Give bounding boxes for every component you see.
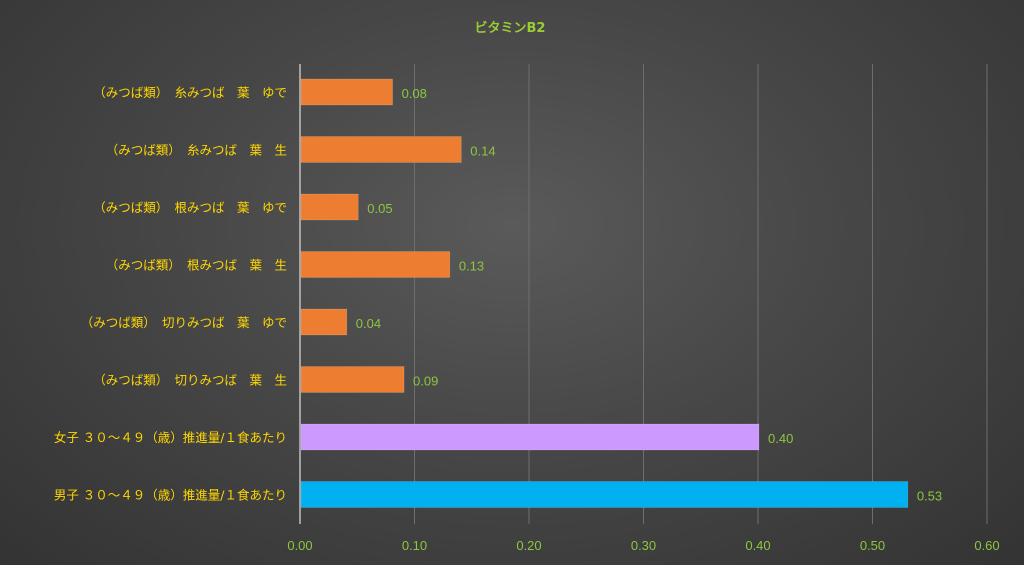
x-tick-label: 0.00 [287,538,312,553]
data-label: 0.13 [459,259,484,274]
bar [300,366,405,393]
data-label: 0.08 [402,86,427,101]
data-label: 0.05 [367,201,392,216]
bar [300,481,909,508]
x-tick-label: 0.20 [516,538,541,553]
bar [300,251,451,278]
x-axis-tick-labels: 0.00 0.10 0.20 0.30 0.40 0.50 0.60 [287,538,999,553]
chart-title: ビタミンB2 [475,20,546,36]
data-label: 0.14 [470,144,495,159]
bar [300,423,760,451]
category-label: 女子 ３０～４９（歳）推進量/１食あたり [54,430,287,445]
data-labels: 0.08 0.14 0.05 0.13 0.04 0.09 0.40 0.53 [356,86,942,504]
x-tick-label: 0.10 [402,538,427,553]
category-label: 男子 ３０～４９（歳）推進量/１食あたり [54,488,287,503]
data-label: 0.53 [917,489,942,504]
category-label: （みつば類） 糸みつば 葉 ゆで [93,85,287,100]
data-label: 0.40 [768,431,793,446]
bar [300,193,359,221]
category-labels: （みつば類） 糸みつば 葉 ゆで （みつば類） 糸みつば 葉 生 （みつば類） 根み… [54,85,287,503]
category-label: （みつば類） 切りみつば 葉 生 [93,373,287,388]
x-tick-label: 0.30 [631,538,656,553]
x-tick-label: 0.50 [860,538,885,553]
data-label: 0.04 [356,316,381,331]
data-label: 0.09 [413,374,438,389]
gridlines [414,64,988,524]
x-tick-label: 0.60 [974,538,999,553]
category-label: （みつば類） 糸みつば 葉 生 [106,143,287,158]
bar [300,308,348,336]
bars [300,78,909,508]
bar [300,136,462,163]
category-label: （みつば類） 切りみつば 葉 ゆで [81,315,287,330]
x-tick-label: 0.40 [745,538,770,553]
category-label: （みつば類） 根みつば 葉 ゆで [93,200,287,215]
bar [300,78,393,106]
category-label: （みつば類） 根みつば 葉 生 [106,258,287,273]
